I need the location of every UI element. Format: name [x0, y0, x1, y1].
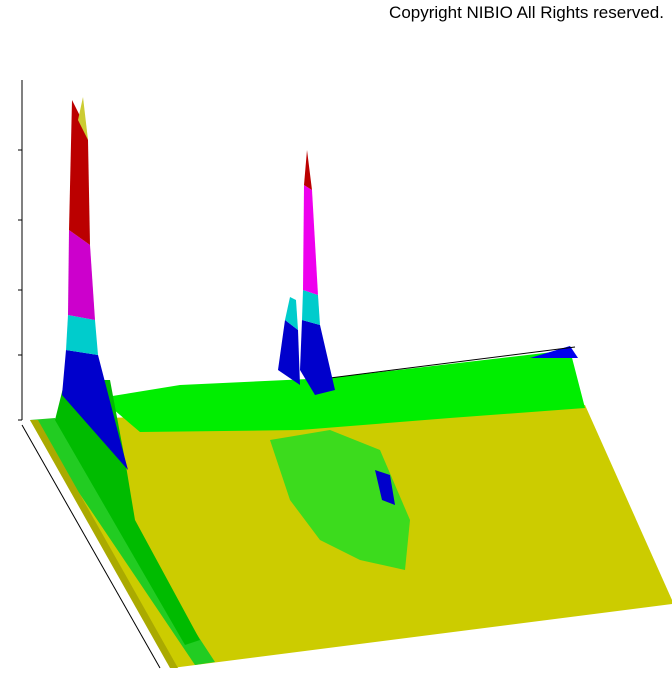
- back-band: [100, 350, 585, 432]
- peak-left-tip: [78, 97, 88, 140]
- front-strip-edge: [30, 420, 178, 668]
- depth-axis: [21, 424, 161, 669]
- copyright: Copyright NIBIO All Rights reserved.: [389, 3, 664, 22]
- peak-right-cyan: [302, 290, 320, 325]
- peak-right-blue: [300, 320, 335, 395]
- peak-left-green: [55, 380, 200, 645]
- peak-right-cyan-side: [285, 297, 298, 330]
- back-blue: [530, 346, 578, 358]
- peak-left-red: [69, 100, 90, 245]
- floor-blob-blue: [375, 470, 395, 505]
- peak-right-red: [304, 150, 312, 190]
- peak-left-magenta: [68, 230, 95, 320]
- peak-left-cyan: [66, 315, 98, 355]
- back-axis: [329, 346, 576, 379]
- floor-blob: [270, 430, 410, 570]
- peak-right-magenta: [303, 185, 318, 295]
- peak-left-blue: [62, 350, 128, 470]
- peak-right-blue-side: [278, 320, 300, 385]
